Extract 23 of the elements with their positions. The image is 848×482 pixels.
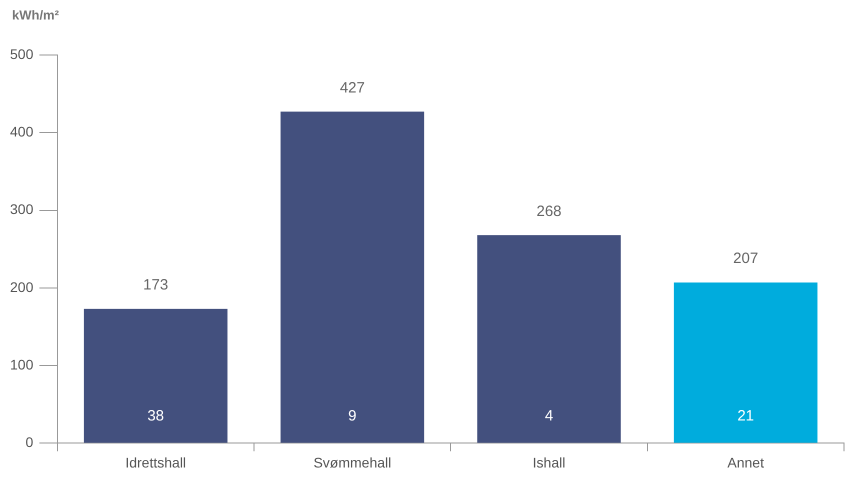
data-label: 427 xyxy=(340,79,365,96)
data-label: 268 xyxy=(536,202,562,220)
bar xyxy=(674,282,818,443)
x-tick-label: Idrettshall xyxy=(125,454,186,470)
x-tick-label: Svømmehall xyxy=(313,454,392,470)
bar xyxy=(477,235,621,443)
bar xyxy=(280,112,424,443)
y-tick-label: 200 xyxy=(10,278,34,295)
y-tick-label: 0 xyxy=(26,434,34,450)
y-tick-label: 100 xyxy=(10,356,34,372)
annotation: 9 xyxy=(348,407,357,424)
x-tick-label: Ishall xyxy=(532,454,566,470)
annotation: 38 xyxy=(147,407,164,424)
bar xyxy=(84,308,228,443)
x-tick-label: Annet xyxy=(727,454,764,470)
annotation: 21 xyxy=(737,407,754,424)
data-label: 207 xyxy=(733,250,758,268)
data-label: 173 xyxy=(143,276,168,294)
y-tick-label: 400 xyxy=(10,124,34,140)
y-tick-label: 300 xyxy=(10,201,34,218)
y-tick-label: 500 xyxy=(10,46,34,62)
y-axis-title: kWh/m² xyxy=(12,8,60,23)
annotation: 4 xyxy=(544,407,554,424)
